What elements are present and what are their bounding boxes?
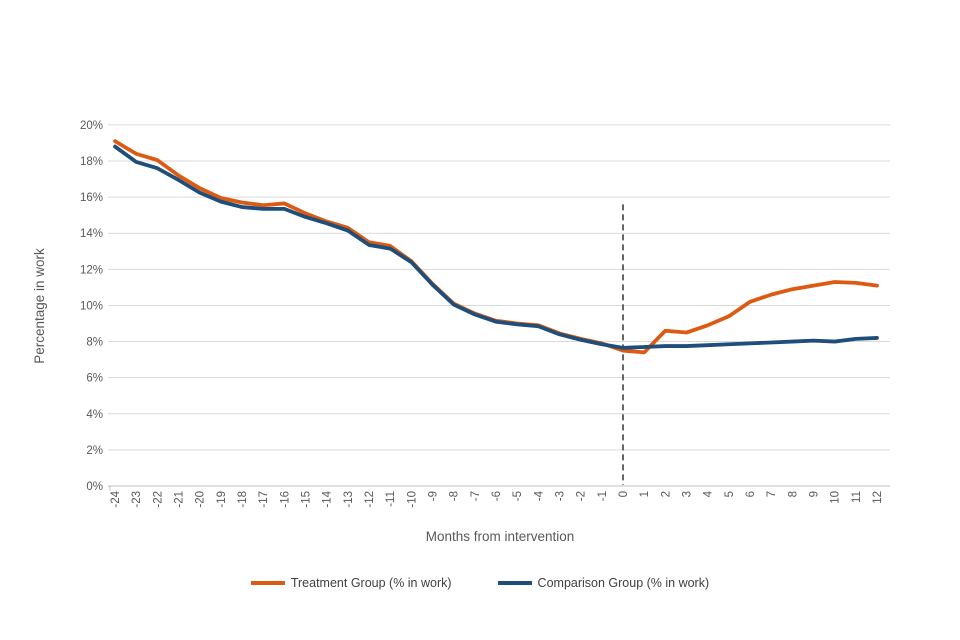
x-tick-label: -15 — [301, 491, 313, 508]
x-tick-label: -4 — [533, 490, 545, 501]
x-tick-label: 1 — [639, 491, 651, 497]
x-tick-label: 6 — [745, 491, 757, 497]
y-tick-label: 0% — [86, 481, 103, 493]
x-tick-label: -17 — [258, 491, 270, 508]
x-tick-label: -21 — [174, 491, 186, 508]
x-tick-label: 5 — [724, 491, 736, 497]
x-tick-label: -23 — [131, 491, 143, 508]
x-tick-label: 10 — [830, 491, 842, 504]
gridlines — [108, 124, 890, 491]
x-axis-title: Months from intervention — [426, 529, 575, 544]
x-tick-label: -13 — [343, 491, 355, 508]
x-tick-label: 2 — [660, 491, 672, 497]
x-tick-label: 4 — [703, 490, 715, 497]
x-tick-label: -2 — [576, 491, 588, 501]
legend-item-comparison: Comparison Group (% in work) — [497, 576, 710, 590]
x-tick-label: -7 — [470, 491, 482, 501]
y-tick-label: 2% — [86, 445, 103, 457]
y-axis-title: Percentage in work — [32, 248, 47, 364]
x-tick-label: -5 — [512, 491, 524, 501]
series-line-comparison — [113, 144, 879, 350]
y-tick-label: 12% — [80, 264, 103, 276]
x-tick-label: 9 — [809, 491, 821, 497]
x-tick-label: -22 — [152, 491, 164, 508]
x-tick-label: 8 — [787, 491, 799, 497]
x-tick-label: 3 — [682, 491, 694, 497]
y-tick-label: 10% — [80, 300, 103, 312]
y-tick-label: 4% — [86, 409, 103, 421]
x-tick-label: -11 — [385, 491, 397, 507]
x-tick-label: -6 — [491, 491, 503, 501]
y-tick-label: 6% — [86, 373, 103, 385]
data-series-lines — [113, 139, 879, 355]
x-tick-label: -20 — [195, 491, 207, 508]
treatment-line-swatch — [250, 581, 285, 585]
x-tick-label: -3 — [555, 491, 567, 501]
y-tick-label: 20% — [80, 120, 103, 132]
legend: Treatment Group (% in work) Comparison G… — [0, 576, 960, 590]
y-tick-label: 8% — [86, 337, 103, 349]
x-tick-label: -14 — [322, 490, 334, 507]
x-tick-label: -19 — [216, 491, 228, 508]
x-tick-label: 7 — [766, 491, 778, 497]
comparison-line-swatch — [497, 581, 532, 585]
x-tick-label: -9 — [428, 491, 440, 501]
x-tick-label: -24 — [110, 490, 122, 507]
comparison-legend-label: Comparison Group (% in work) — [537, 576, 710, 590]
y-tick-label: 14% — [80, 228, 103, 240]
x-axis-tick-labels: -24 -23 -22 -21 -20 -19 -18 -17 -16 -15 -14 -13 -12-… — [110, 490, 884, 507]
x-tick-label: -18 — [237, 491, 249, 508]
x-tick-label: -1 — [597, 491, 609, 501]
x-tick-label: -12 — [364, 491, 376, 508]
y-tick-label: 18% — [80, 156, 103, 168]
legend-item-treatment: Treatment Group (% in work) — [250, 576, 452, 590]
x-tick-label: 0 — [618, 491, 630, 497]
x-tick-label: -16 — [279, 491, 291, 508]
x-tick-label: 12 — [872, 491, 884, 504]
y-axis-tick-labels: 0% 2% 4% 6% 8% 10% 12% 14% 16% 18% 20% — [80, 120, 103, 493]
x-tick-label: 11 — [851, 491, 863, 503]
y-tick-label: 16% — [80, 192, 103, 204]
x-tick-label: -10 — [406, 491, 418, 508]
treatment-legend-label: Treatment Group (% in work) — [290, 576, 452, 590]
x-tick-label: -8 — [449, 491, 461, 501]
